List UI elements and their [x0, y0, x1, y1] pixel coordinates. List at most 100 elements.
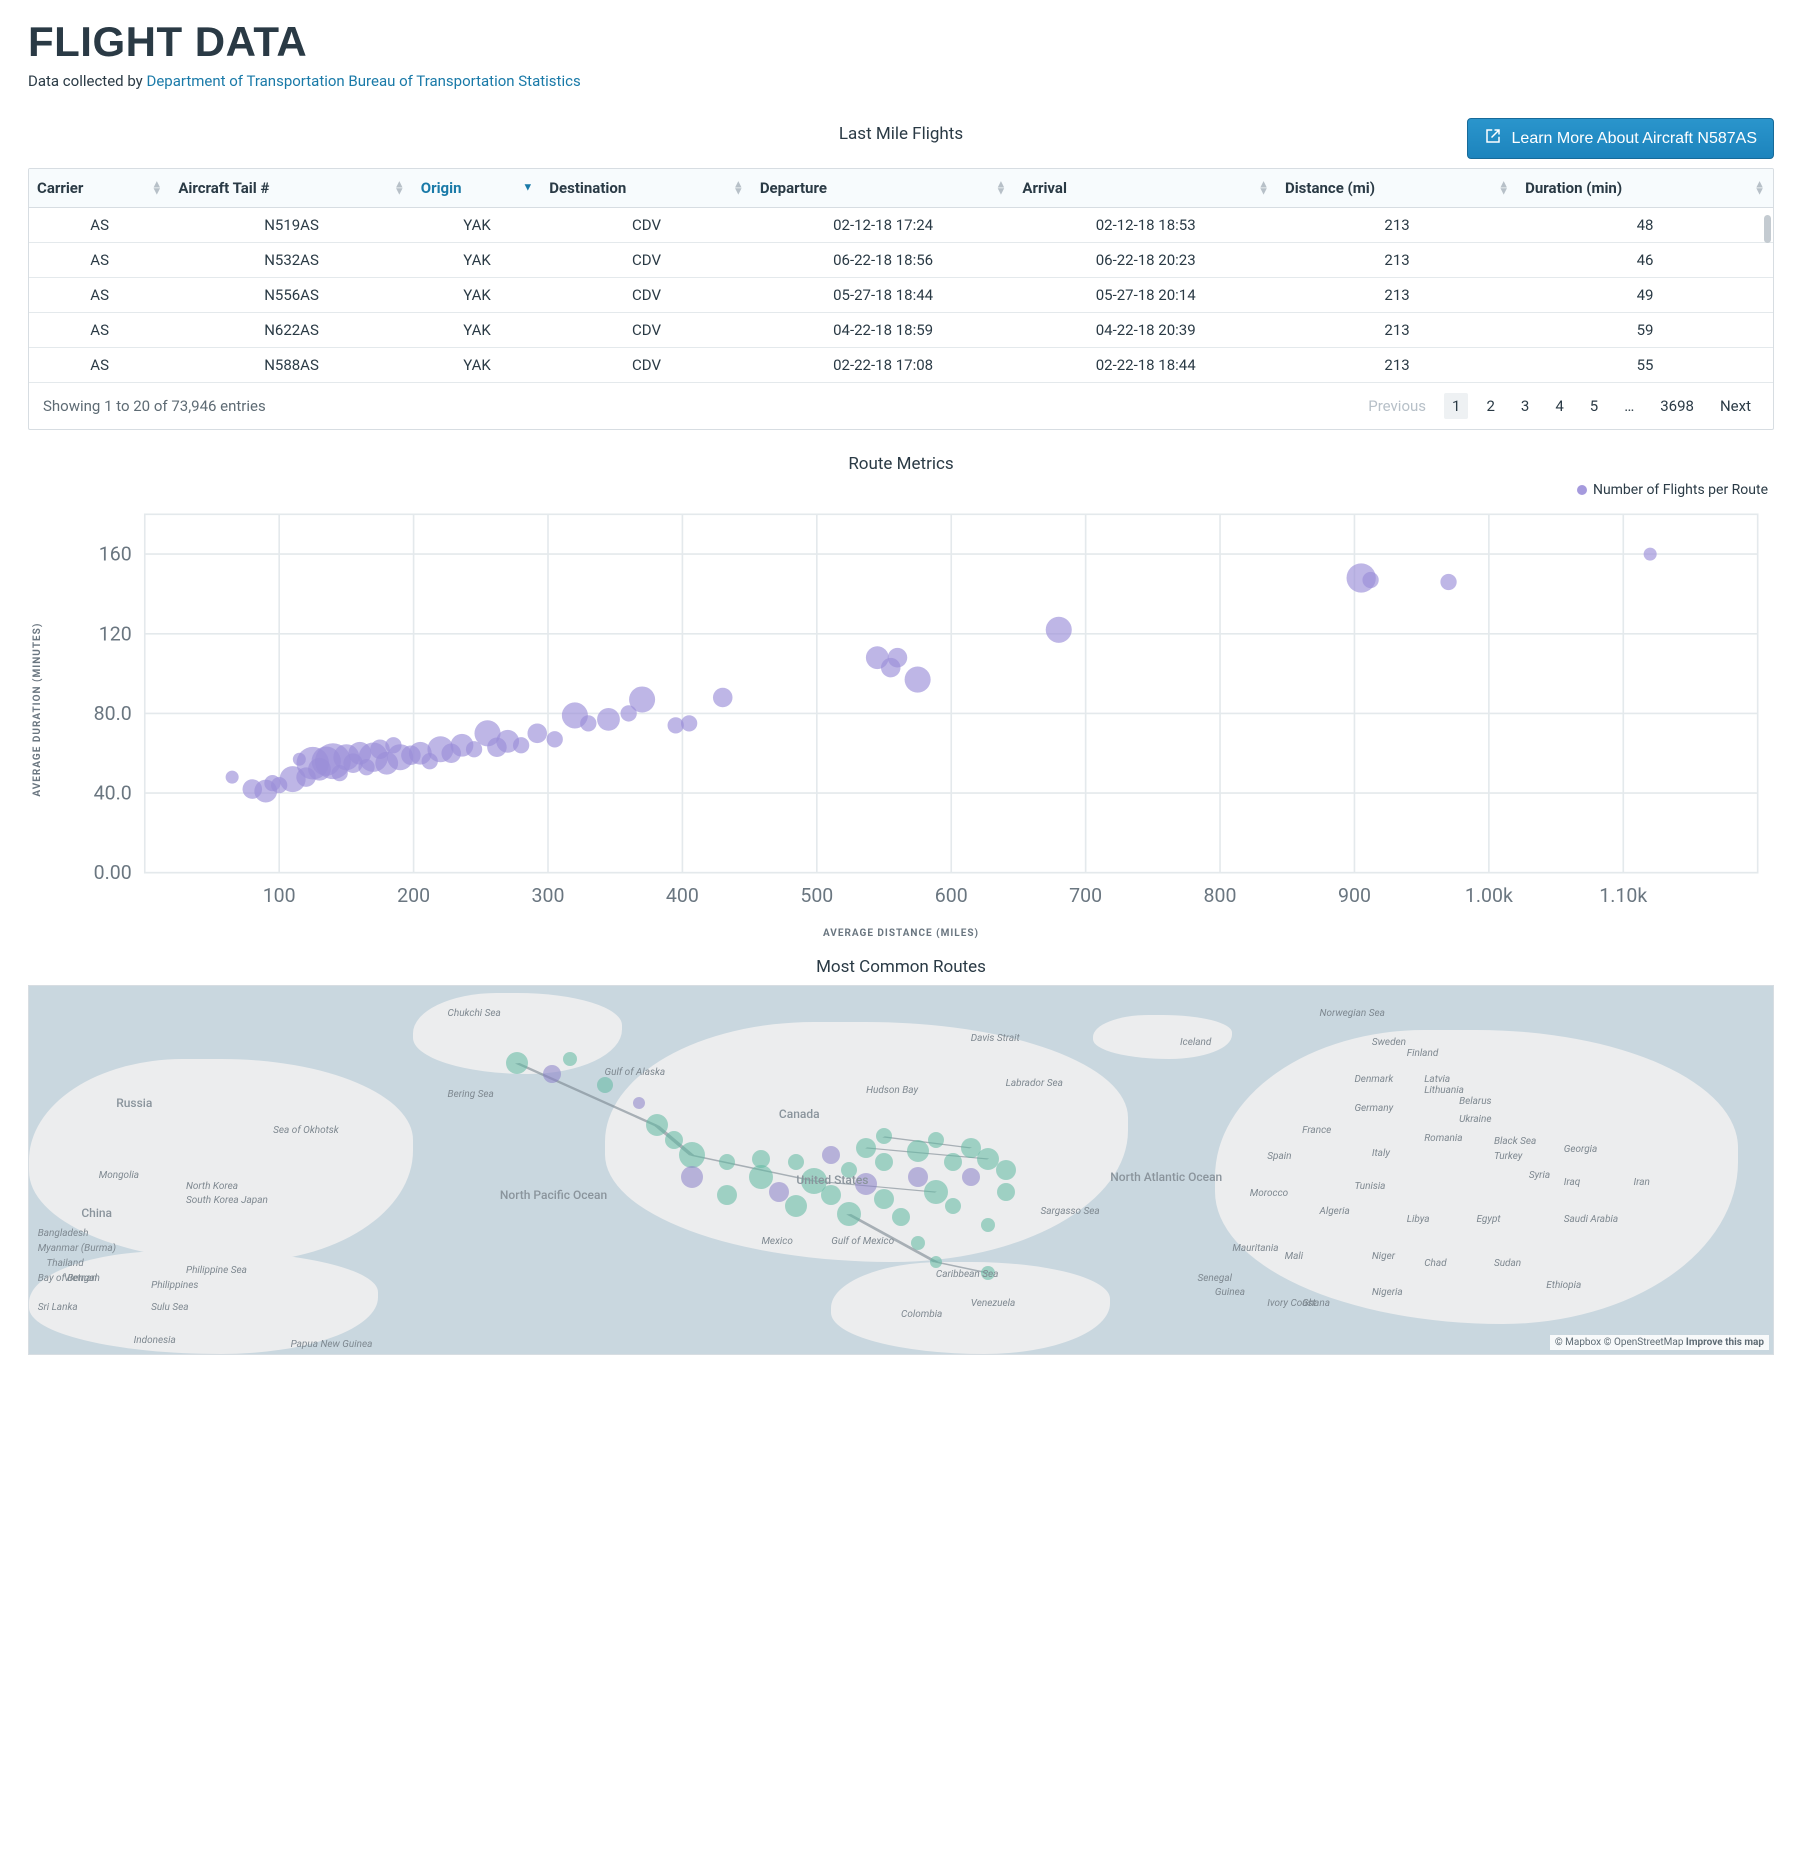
- svg-text:500: 500: [800, 884, 833, 907]
- map-label: Philippine Sea: [186, 1265, 247, 1276]
- y-axis-label: AVERAGE DURATION (MINUTES): [28, 498, 47, 922]
- pager-page[interactable]: 5: [1582, 393, 1606, 419]
- svg-text:300: 300: [532, 884, 565, 907]
- sort-icon: ▼: [522, 185, 533, 192]
- route-dot[interactable]: [856, 1138, 876, 1158]
- map-label: Norwegian Sea: [1320, 1008, 1385, 1019]
- route-dot[interactable]: [996, 1160, 1016, 1180]
- route-dot[interactable]: [597, 1077, 613, 1093]
- route-dot[interactable]: [681, 1166, 703, 1188]
- map-label: Iran: [1633, 1177, 1649, 1188]
- map-label: Latvia: [1424, 1074, 1450, 1085]
- map-label: Russia: [116, 1096, 152, 1110]
- table-cell: 49: [1517, 278, 1773, 313]
- col-header-carrier[interactable]: Carrier▲▼: [29, 169, 170, 208]
- table-cell: 04-22-18 18:59: [752, 313, 1015, 348]
- sort-icon: ▲▼: [1258, 181, 1269, 194]
- route-dot[interactable]: [930, 1256, 942, 1268]
- flights-table-container: Carrier▲▼Aircraft Tail #▲▼Origin▼Destina…: [28, 168, 1774, 430]
- col-header-distance-mi-[interactable]: Distance (mi)▲▼: [1277, 169, 1517, 208]
- col-header-destination[interactable]: Destination▲▼: [541, 169, 752, 208]
- map-label: Gulf of Mexico: [831, 1236, 894, 1247]
- subtitle-link[interactable]: Department of Transportation Bureau of T…: [147, 72, 581, 90]
- route-dot[interactable]: [875, 1153, 893, 1171]
- route-dot[interactable]: [719, 1154, 735, 1170]
- svg-text:700: 700: [1069, 884, 1102, 907]
- table-row[interactable]: ASN519ASYAKCDV02-12-18 17:2402-12-18 18:…: [29, 208, 1773, 243]
- route-dot[interactable]: [876, 1128, 892, 1144]
- map-attribution: © Mapbox © OpenStreetMap Improve this ma…: [1550, 1335, 1769, 1350]
- route-dot[interactable]: [543, 1065, 561, 1083]
- map-label: Saudi Arabia: [1564, 1214, 1618, 1225]
- route-dot[interactable]: [924, 1180, 948, 1204]
- attrib-osm[interactable]: © OpenStreetMap: [1604, 1337, 1684, 1348]
- map-label: Finland: [1407, 1048, 1439, 1059]
- map-label: Philippines: [151, 1280, 198, 1291]
- attrib-improve[interactable]: Improve this map: [1686, 1337, 1764, 1348]
- route-dot[interactable]: [981, 1218, 995, 1232]
- map-label: France: [1302, 1125, 1331, 1136]
- table-info: Showing 1 to 20 of 73,946 entries: [43, 397, 266, 415]
- route-dot[interactable]: [874, 1189, 894, 1209]
- table-cell: N556AS: [170, 278, 412, 313]
- route-dot[interactable]: [717, 1185, 737, 1205]
- map-label: Iraq: [1564, 1177, 1581, 1188]
- table-cell: 04-22-18 20:39: [1014, 313, 1277, 348]
- pager-next[interactable]: Next: [1712, 393, 1759, 419]
- svg-text:1.00k: 1.00k: [1465, 884, 1513, 907]
- table-row[interactable]: ASN622ASYAKCDV04-22-18 18:5904-22-18 20:…: [29, 313, 1773, 348]
- map-label: Sea of Okhotsk: [273, 1125, 339, 1136]
- col-header-aircraft-tail-[interactable]: Aircraft Tail #▲▼: [170, 169, 412, 208]
- map-label: Sweden: [1372, 1037, 1406, 1048]
- learn-more-button[interactable]: Learn More About Aircraft N587AS: [1467, 118, 1774, 159]
- route-dot[interactable]: [506, 1052, 528, 1074]
- pager-page[interactable]: 3698: [1652, 393, 1702, 419]
- external-link-icon: [1484, 127, 1502, 150]
- flights-table: Carrier▲▼Aircraft Tail #▲▼Origin▼Destina…: [29, 169, 1773, 382]
- col-header-origin[interactable]: Origin▼: [413, 169, 542, 208]
- route-dot[interactable]: [928, 1132, 944, 1148]
- map-label: Ethiopia: [1546, 1280, 1581, 1291]
- table-cell: AS: [29, 243, 170, 278]
- route-dot[interactable]: [997, 1183, 1015, 1201]
- table-cell: 02-12-18 18:53: [1014, 208, 1277, 243]
- svg-text:120: 120: [99, 622, 132, 645]
- svg-text:600: 600: [935, 884, 968, 907]
- sort-icon: ▲▼: [1754, 181, 1765, 194]
- map-label: Sargasso Sea: [1041, 1206, 1100, 1217]
- map-label: North Atlantic Ocean: [1110, 1170, 1222, 1184]
- table-cell: N588AS: [170, 348, 412, 383]
- routes-map[interactable]: RussiaMongoliaChinaSea of OkhotskNorth K…: [28, 985, 1774, 1355]
- table-cell: 46: [1517, 243, 1773, 278]
- route-dot[interactable]: [822, 1146, 840, 1164]
- attrib-mapbox[interactable]: © Mapbox: [1555, 1337, 1601, 1348]
- pager-page[interactable]: 2: [1478, 393, 1502, 419]
- route-dot[interactable]: [962, 1168, 980, 1186]
- table-cell: YAK: [413, 278, 542, 313]
- col-header-duration-min-[interactable]: Duration (min)▲▼: [1517, 169, 1773, 208]
- pager-page[interactable]: 1: [1444, 393, 1468, 419]
- table-row[interactable]: ASN532ASYAKCDV06-22-18 18:5606-22-18 20:…: [29, 243, 1773, 278]
- map-label: Mongolia: [99, 1170, 139, 1181]
- map-label: Guinea: [1215, 1287, 1245, 1298]
- pager-previous[interactable]: Previous: [1360, 393, 1434, 419]
- col-header-departure[interactable]: Departure▲▼: [752, 169, 1015, 208]
- map-label: Mali: [1285, 1251, 1303, 1262]
- table-cell: AS: [29, 208, 170, 243]
- subtitle: Data collected by Department of Transpor…: [28, 72, 1774, 90]
- col-header-arrival[interactable]: Arrival▲▼: [1014, 169, 1277, 208]
- table-scrollbar[interactable]: [1764, 215, 1771, 243]
- map-label: Tunisia: [1354, 1181, 1385, 1192]
- pager-page[interactable]: 3: [1513, 393, 1537, 419]
- table-row[interactable]: ASN556ASYAKCDV05-27-18 18:4405-27-18 20:…: [29, 278, 1773, 313]
- route-dot[interactable]: [563, 1052, 577, 1066]
- route-dot[interactable]: [837, 1202, 861, 1226]
- route-dot[interactable]: [769, 1182, 789, 1202]
- map-label: Myanmar (Burma): [38, 1243, 116, 1254]
- table-row[interactable]: ASN588ASYAKCDV02-22-18 17:0802-22-18 18:…: [29, 348, 1773, 383]
- route-dot[interactable]: [679, 1142, 705, 1168]
- map-label: Mexico: [761, 1236, 792, 1247]
- map-label: Ukraine: [1459, 1114, 1491, 1125]
- pager-page[interactable]: 4: [1547, 393, 1571, 419]
- scatter-plot[interactable]: 1002003004005006007008009001.00k1.10k0.0…: [47, 498, 1774, 922]
